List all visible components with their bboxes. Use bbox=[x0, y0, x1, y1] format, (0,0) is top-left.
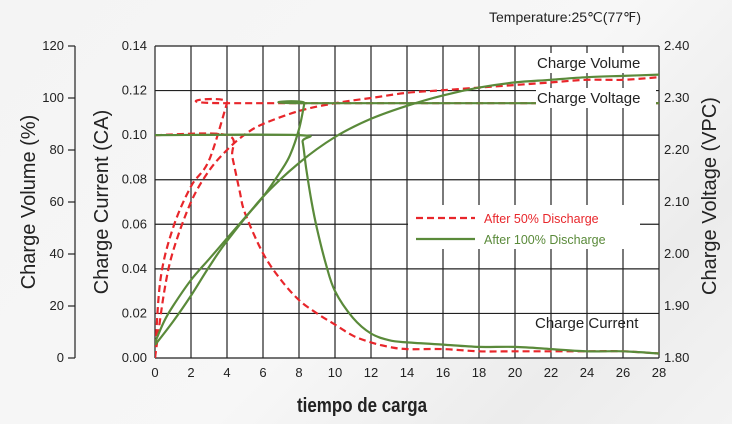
current-tick-label: 0.14 bbox=[122, 38, 147, 53]
annotation-charge-volume: Charge Volume bbox=[537, 55, 640, 72]
volume-tick-label: 120 bbox=[42, 38, 64, 53]
x-tick-label: 24 bbox=[580, 365, 594, 380]
legend-label-100: After 100% Discharge bbox=[484, 233, 606, 247]
voltage-tick-label: 2.20 bbox=[664, 142, 689, 157]
x-tick-label: 10 bbox=[328, 365, 342, 380]
y-axis-label-current: Charge Current (CA) bbox=[91, 110, 113, 295]
x-tick-label: 18 bbox=[472, 365, 486, 380]
series-100-charge-voltage bbox=[155, 100, 659, 343]
series-100-charge-volume bbox=[155, 73, 659, 346]
current-tick-label: 0.12 bbox=[122, 83, 147, 98]
x-tick-label: 26 bbox=[616, 365, 630, 380]
x-tick-label: 16 bbox=[436, 365, 450, 380]
chart-title: Temperature:25℃(77℉) bbox=[489, 9, 641, 25]
current-tick-label: 0.08 bbox=[122, 172, 147, 187]
current-tick-label: 0.02 bbox=[122, 305, 147, 320]
current-tick-label: 0.06 bbox=[122, 216, 147, 231]
annotation-bg-voltage bbox=[536, 88, 656, 108]
annotation-bg-volume bbox=[536, 53, 656, 73]
x-tick-label: 22 bbox=[544, 365, 558, 380]
y-axis-label-volume: Charge Volume (%) bbox=[18, 115, 40, 290]
voltage-tick-label: 2.30 bbox=[664, 90, 689, 105]
y-axis-label-voltage: Charge Voltage (VPC) bbox=[699, 97, 721, 295]
legend: After 50% Discharge After 100% Discharge bbox=[408, 205, 640, 249]
x-tick-label: 8 bbox=[295, 365, 302, 380]
x-tick-label: 28 bbox=[652, 365, 666, 380]
current-tick-label: 0.10 bbox=[122, 127, 147, 142]
x-tick-label: 20 bbox=[508, 365, 522, 380]
axes: 0 2 4 6 8 10 12 14 16 18 20 22 24 26 280.000.020.040.0… bbox=[42, 38, 689, 380]
current-tick-label: 0.04 bbox=[122, 261, 147, 276]
volume-tick-label: 20 bbox=[50, 298, 64, 313]
x-tick-label: 0 bbox=[151, 365, 158, 380]
volume-tick-label: 100 bbox=[42, 90, 64, 105]
x-tick-label: 12 bbox=[364, 365, 378, 380]
x-tick-label: 4 bbox=[223, 365, 230, 380]
series-100-charge-current bbox=[155, 133, 659, 355]
voltage-tick-label: 1.90 bbox=[664, 298, 689, 313]
voltage-tick-label: 2.00 bbox=[664, 246, 689, 261]
volume-tick-label: 40 bbox=[50, 246, 64, 261]
legend-box bbox=[408, 205, 640, 249]
volume-tick-label: 60 bbox=[50, 194, 64, 209]
x-tick-label: 2 bbox=[187, 365, 194, 380]
x-tick-label: 14 bbox=[400, 365, 414, 380]
x-axis-label: tiempo de carga bbox=[297, 395, 428, 417]
x-tick-label: 6 bbox=[259, 365, 266, 380]
annotation-charge-current: Charge Current bbox=[535, 315, 639, 332]
voltage-tick-label: 2.10 bbox=[664, 194, 689, 209]
annotation-charge-voltage: Charge Voltage bbox=[537, 90, 640, 107]
volume-tick-label: 0 bbox=[57, 350, 64, 365]
curves bbox=[155, 73, 659, 358]
legend-label-50: After 50% Discharge bbox=[484, 212, 599, 226]
volume-tick-label: 80 bbox=[50, 142, 64, 157]
current-tick-label: 0.00 bbox=[122, 350, 147, 365]
voltage-tick-label: 2.40 bbox=[664, 38, 689, 53]
voltage-tick-label: 1.80 bbox=[664, 350, 689, 365]
series-50-charge-current bbox=[155, 132, 659, 355]
